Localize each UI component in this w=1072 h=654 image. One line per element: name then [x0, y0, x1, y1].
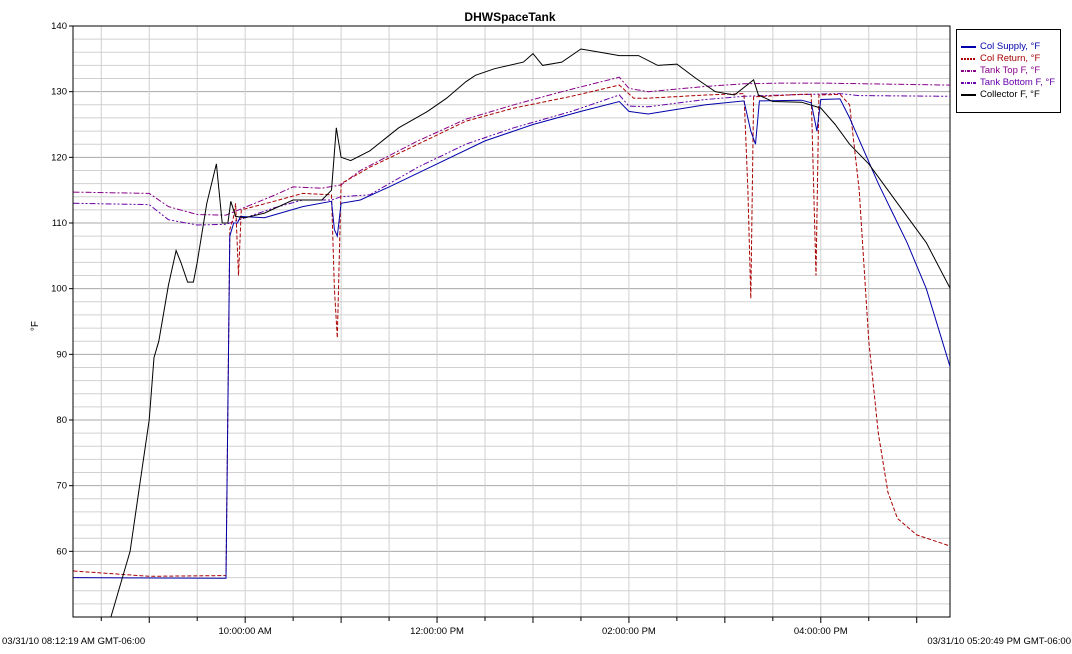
y-tick-label: 60	[56, 546, 67, 557]
x-tick-label: 02:00:00 PM	[602, 626, 656, 637]
grid-lines	[73, 26, 950, 617]
legend-swatch	[961, 58, 976, 60]
legend-swatch	[961, 70, 976, 72]
y-tick-label: 80	[56, 415, 67, 426]
y-tick-label: 70	[56, 481, 67, 492]
legend-label: Col Supply, °F	[980, 41, 1041, 52]
x-start-label: 03/31/10 08:12:19 AM GMT-06:00	[2, 636, 145, 647]
y-tick-label: 120	[51, 152, 67, 163]
x-end-label: 03/31/10 05:20:49 PM GMT-06:00	[927, 636, 1071, 647]
x-axis-ticks: 10:00:00 AM 12:00:00 PM 02:00:00 PM 04:00:0…	[100, 617, 918, 637]
y-tick-label: 100	[51, 284, 67, 295]
legend-swatch	[961, 82, 976, 84]
series-line	[73, 98, 950, 579]
x-tick-label: 12:00:00 PM	[410, 626, 464, 637]
plot-area-border	[72, 25, 951, 618]
x-tick-label: 10:00:00 AM	[218, 626, 271, 637]
legend-swatch	[961, 46, 976, 48]
legend-label: Tank Top F, °F	[980, 65, 1041, 76]
y-tick-label: 130	[51, 87, 67, 98]
series-line	[73, 76, 950, 216]
legend-label: Collector F, °F	[980, 89, 1040, 100]
y-tick-label: 90	[56, 349, 67, 360]
series-line	[110, 48, 950, 617]
series-layer	[73, 48, 950, 617]
legend-swatch	[961, 94, 976, 96]
series-line	[73, 93, 950, 226]
x-tick-label: 04:00:00 PM	[794, 626, 848, 637]
y-axis-ticks: 60 70 80 90 100 110 120 130 140	[51, 21, 73, 557]
chart-title: DHWSpaceTank	[464, 10, 555, 24]
y-axis-label: °F	[30, 321, 41, 331]
y-tick-label: 140	[51, 21, 67, 32]
legend: Col Supply, °F Col Return, °F Tank Top F, …	[956, 29, 1061, 113]
legend-label: Col Return, °F	[980, 53, 1041, 64]
y-tick-label: 110	[52, 218, 67, 229]
legend-label: Tank Bottom F, °F	[980, 77, 1056, 88]
series-line	[73, 84, 950, 577]
